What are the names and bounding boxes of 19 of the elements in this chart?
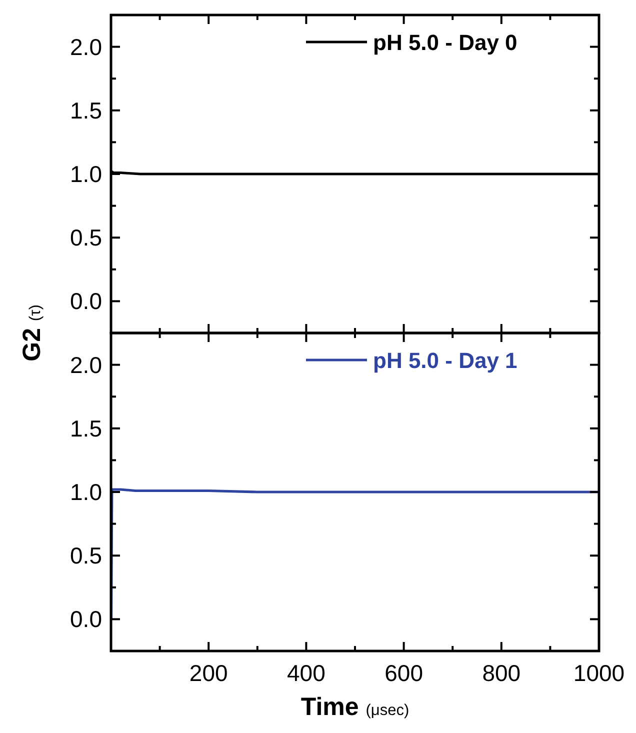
y-tick-label: 2.0 bbox=[70, 352, 102, 378]
y-tick-label: 2.0 bbox=[70, 34, 102, 60]
legend-label: pH 5.0 - Day 1 bbox=[373, 348, 518, 373]
x-tick-label: 200 bbox=[189, 660, 228, 686]
legend-label: pH 5.0 - Day 0 bbox=[373, 30, 518, 55]
x-axis-title: Time (μsec) bbox=[300, 693, 410, 721]
y-tick-label: 1.5 bbox=[70, 415, 102, 442]
y-tick-label: 0.0 bbox=[70, 606, 102, 632]
x-tick-label: 600 bbox=[384, 660, 423, 686]
y-tick-label: 0.5 bbox=[70, 224, 102, 251]
y-tick-label: 1.0 bbox=[70, 161, 102, 187]
x-tick-label: 400 bbox=[287, 660, 326, 686]
y-tick-label: 1.5 bbox=[70, 97, 102, 124]
x-tick-label: 1000 bbox=[573, 660, 625, 686]
y-tick-label: 0.0 bbox=[70, 288, 102, 314]
x-tick-label: 800 bbox=[482, 660, 521, 686]
y-tick-label: 0.5 bbox=[70, 542, 102, 569]
y-axis-title: G2 (τ) bbox=[18, 304, 46, 362]
y-tick-label: 1.0 bbox=[70, 479, 102, 505]
